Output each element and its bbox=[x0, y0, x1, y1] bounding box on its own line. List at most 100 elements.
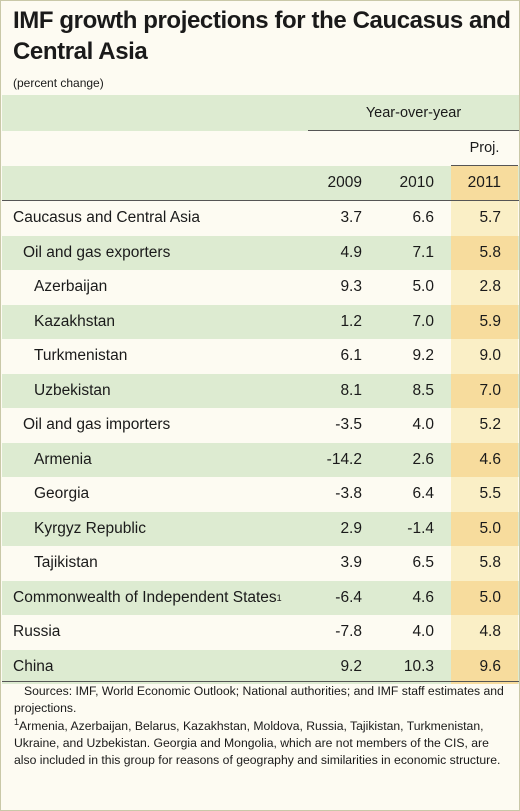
value-2010: 6.5 bbox=[412, 554, 434, 572]
value-2009: -3.5 bbox=[335, 416, 362, 434]
units-note: (percent change) bbox=[13, 76, 104, 90]
row-label-text: Commonwealth of Independent States bbox=[13, 588, 277, 606]
row-label: Kazakhstan bbox=[34, 305, 115, 340]
table-row: Tajikistan 3.9 6.5 5.8 bbox=[2, 546, 519, 581]
row-label: China bbox=[13, 650, 54, 685]
row-label: Georgia bbox=[34, 477, 89, 512]
chart-title: IMF growth projections for the Caucasus … bbox=[13, 7, 511, 65]
value-2011-cell: 5.2 bbox=[451, 408, 518, 443]
data-table: Year-over-year Proj. 2009 2010 2011 Cauc… bbox=[2, 95, 519, 684]
value-2011-cell: 9.0 bbox=[451, 339, 518, 374]
value-2011-cell: 5.9 bbox=[451, 304, 518, 339]
value-2011: 5.0 bbox=[479, 588, 501, 606]
table-row: China 9.2 10.3 9.6 bbox=[2, 649, 519, 685]
value-2011-cell: 5.8 bbox=[451, 235, 518, 270]
value-2009: 4.9 bbox=[340, 243, 362, 261]
value-2010: 6.4 bbox=[412, 485, 434, 503]
table-row: Oil and gas importers -3.5 4.0 5.2 bbox=[2, 408, 519, 443]
value-2009: -7.8 bbox=[335, 623, 362, 641]
row-label: Kyrgyz Republic bbox=[34, 512, 146, 547]
sources-text: Sources: IMF, World Economic Outlook; Na… bbox=[14, 684, 504, 715]
value-2011-cell: 7.0 bbox=[451, 373, 518, 408]
value-2010: 5.0 bbox=[412, 278, 434, 296]
row-label-text: Kazakhstan bbox=[34, 312, 115, 330]
value-2011-cell: 4.8 bbox=[451, 615, 518, 650]
value-2011: 7.0 bbox=[479, 381, 501, 399]
value-2011: 5.5 bbox=[479, 485, 501, 503]
value-2010: 7.0 bbox=[412, 312, 434, 330]
row-label-text: Caucasus and Central Asia bbox=[13, 209, 200, 227]
row-label-text: Turkmenistan bbox=[34, 347, 128, 365]
row-label: Commonwealth of Independent States 1 bbox=[13, 588, 282, 606]
row-label: Caucasus and Central Asia bbox=[13, 201, 200, 236]
value-2010: -1.4 bbox=[407, 519, 434, 537]
row-label: Armenia bbox=[34, 443, 92, 478]
row-label: Russia bbox=[13, 615, 60, 650]
row-label: Oil and gas importers bbox=[23, 408, 170, 443]
row-label-text: Uzbekistan bbox=[34, 381, 111, 399]
value-2009: -6.4 bbox=[335, 588, 362, 606]
value-2011-cell: 4.6 bbox=[451, 442, 518, 477]
value-2010: 4.6 bbox=[412, 588, 434, 606]
value-2010: 6.6 bbox=[412, 209, 434, 227]
footnote-text: Armenia, Azerbaijan, Belarus, Kazakhstan… bbox=[14, 719, 501, 767]
column-header-2010: 2010 bbox=[399, 174, 434, 191]
row-label-text: Kyrgyz Republic bbox=[34, 519, 146, 537]
table-row: Azerbaijan 9.3 5.0 2.8 bbox=[2, 270, 519, 305]
column-header-2011-label: 2011 bbox=[467, 174, 501, 191]
value-2011: 5.0 bbox=[479, 519, 501, 537]
value-2009: -14.2 bbox=[326, 450, 362, 468]
value-2010: 10.3 bbox=[403, 657, 434, 675]
value-2010: 8.5 bbox=[412, 381, 434, 399]
value-2010: 2.6 bbox=[412, 450, 434, 468]
header-row-group: Year-over-year bbox=[2, 95, 519, 131]
row-label: Tajikistan bbox=[34, 546, 98, 581]
row-label-text: Georgia bbox=[34, 485, 90, 503]
projection-header: Proj. bbox=[451, 131, 518, 166]
value-2010: 7.1 bbox=[412, 243, 434, 261]
row-label-text: Azerbaijan bbox=[34, 278, 108, 296]
row-label: Uzbekistan bbox=[34, 374, 111, 409]
value-2009: 3.7 bbox=[340, 209, 362, 227]
value-2011-cell: 5.8 bbox=[451, 546, 518, 581]
value-2010: 4.0 bbox=[412, 416, 434, 434]
value-2009: 2.9 bbox=[340, 519, 362, 537]
value-2011: 9.6 bbox=[479, 657, 501, 675]
value-2009: 6.1 bbox=[340, 347, 362, 365]
value-2011: 5.2 bbox=[479, 416, 501, 434]
footnote-note: 1Armenia, Azerbaijan, Belarus, Kazakhsta… bbox=[14, 716, 504, 769]
value-2009: 3.9 bbox=[340, 554, 362, 572]
value-2011: 9.0 bbox=[479, 347, 501, 365]
value-2011-cell: 5.7 bbox=[451, 201, 518, 236]
value-2009: 9.2 bbox=[340, 657, 362, 675]
value-2010: 4.0 bbox=[412, 623, 434, 641]
table-row: Georgia -3.8 6.4 5.5 bbox=[2, 477, 519, 512]
table-bottom-rule bbox=[2, 681, 519, 682]
row-label: Azerbaijan bbox=[34, 270, 107, 305]
column-header-2011: 2011 bbox=[451, 166, 518, 200]
year-over-year-header: Year-over-year bbox=[308, 95, 519, 131]
table-row: Russia -7.8 4.0 4.8 bbox=[2, 615, 519, 650]
table-row: Oil and gas exporters 4.9 7.1 5.8 bbox=[2, 235, 519, 271]
header-row-years: 2009 2010 2011 bbox=[2, 166, 519, 201]
value-2011: 5.9 bbox=[479, 312, 501, 330]
table-row: Kazakhstan 1.2 7.0 5.9 bbox=[2, 304, 519, 340]
value-2011: 5.8 bbox=[479, 554, 501, 572]
value-2011-cell: 5.0 bbox=[451, 511, 518, 546]
table-row: Turkmenistan 6.1 9.2 9.0 bbox=[2, 339, 519, 374]
table-row: Armenia -14.2 2.6 4.6 bbox=[2, 442, 519, 478]
row-label-text: Armenia bbox=[34, 450, 92, 468]
value-2011: 2.8 bbox=[479, 278, 501, 296]
value-2011-cell: 2.8 bbox=[451, 270, 518, 305]
row-label: Oil and gas exporters bbox=[23, 236, 170, 271]
row-label-text: Oil and gas exporters bbox=[23, 243, 171, 261]
table-row: Commonwealth of Independent States 1 -6.4 4… bbox=[2, 580, 519, 615]
footnote-mark: 1 bbox=[14, 716, 20, 727]
value-2011: 5.7 bbox=[479, 209, 501, 227]
value-2011-cell: 5.0 bbox=[451, 580, 518, 615]
value-2011: 4.6 bbox=[479, 450, 501, 468]
value-2009: 8.1 bbox=[340, 381, 362, 399]
table-row: Uzbekistan 8.1 8.5 7.0 bbox=[2, 373, 519, 409]
value-2011-cell: 9.6 bbox=[451, 649, 518, 684]
